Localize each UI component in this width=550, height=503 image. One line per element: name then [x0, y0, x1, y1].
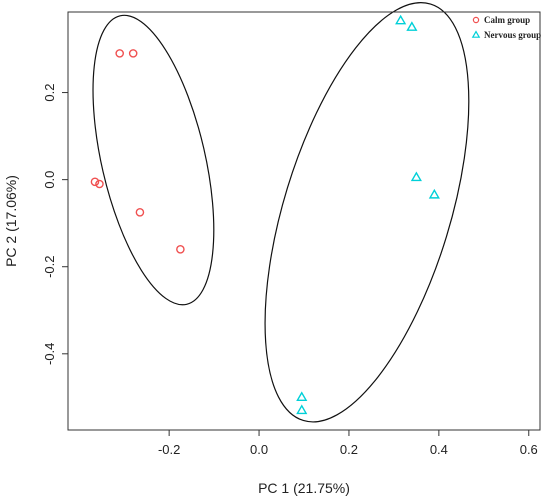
x-axis-title: PC 1 (21.75%) [258, 480, 350, 496]
confidence-ellipse [264, 2, 470, 423]
y-tick-label: 0.0 [42, 171, 57, 189]
nervous-group-point [395, 14, 407, 25]
calm-group-point [176, 245, 185, 254]
group-ellipses [92, 2, 470, 423]
calm-group-point [115, 49, 124, 58]
calm-group-point [90, 177, 100, 187]
nervous-group-point [296, 391, 308, 402]
data-points [90, 14, 440, 415]
legend-label: Nervous group [484, 30, 541, 40]
y-tick-label: -0.4 [42, 343, 57, 365]
x-tick-label: 0.0 [250, 442, 268, 457]
calm-group-point [135, 207, 145, 217]
confidence-ellipse [92, 14, 215, 306]
y-axis-title: PC 2 (17.06%) [3, 175, 19, 267]
x-tick-label: 0.4 [430, 442, 448, 457]
y-axis: -0.4 -0.2 0.0 0.2 [42, 84, 68, 365]
calm-group-point [95, 179, 104, 189]
legend-label: Calm group [484, 15, 530, 25]
y-tick-label: -0.2 [42, 256, 57, 278]
legend-calm-marker [472, 16, 480, 24]
x-tick-label: -0.2 [158, 442, 180, 457]
plot-frame [67, 11, 541, 431]
x-tick-label: 0.6 [520, 442, 538, 457]
legend-nervous-marker [471, 30, 481, 38]
nervous-group-point [406, 21, 418, 31]
calm-group-point [128, 49, 138, 58]
x-tick-label: 0.2 [340, 442, 358, 457]
nervous-group-point [410, 171, 422, 182]
y-tick-label: 0.2 [42, 84, 57, 102]
nervous-group-point [296, 404, 308, 415]
legend: Calm group Nervous group [471, 15, 541, 40]
nervous-group-point [428, 188, 440, 199]
x-axis: -0.2 0.0 0.2 0.4 0.6 [158, 430, 538, 457]
